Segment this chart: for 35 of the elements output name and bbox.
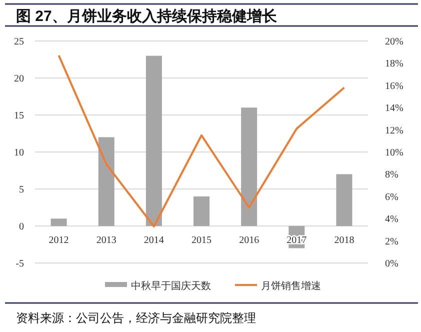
bar xyxy=(146,56,162,226)
chart-title: 图 27、月饼业务收入持续保持稳健增长 xyxy=(16,8,278,25)
line-series xyxy=(58,54,346,228)
x-tick-label: 2018 xyxy=(334,235,354,246)
x-tick-label: 2015 xyxy=(192,235,212,246)
y2-tick-label: 0% xyxy=(385,258,398,270)
y2-tick-label: 10% xyxy=(385,148,404,158)
legend-label: 月饼销售增速 xyxy=(261,280,321,292)
y2-tick-label: 8% xyxy=(385,170,398,181)
y2-tick-label: 14% xyxy=(385,103,404,114)
bar xyxy=(194,196,210,226)
y2-tick-label: 6% xyxy=(385,192,398,203)
bar xyxy=(98,137,114,226)
y-tick-label: 5 xyxy=(19,184,24,196)
x-tick-label: 2016 xyxy=(239,235,260,246)
y-tick-label: 15 xyxy=(14,110,24,122)
legend-label: 中秋早于国庆天数 xyxy=(131,280,211,292)
y2-tick-label: 18% xyxy=(385,58,404,70)
y2-tick-label: 16% xyxy=(385,80,404,92)
y2-tick-label: 12% xyxy=(385,125,404,136)
x-tick-label: 2012 xyxy=(48,235,69,246)
y-tick-label: 0 xyxy=(19,222,24,232)
y-tick-label: 20 xyxy=(14,74,24,84)
bar xyxy=(336,174,352,226)
y-tick-label: -5 xyxy=(16,258,24,270)
y2-tick-label: 4% xyxy=(385,214,398,226)
bar xyxy=(241,108,258,226)
y-tick-label: 10 xyxy=(14,148,24,158)
x-tick-label: 2014 xyxy=(144,235,164,246)
y2-tick-label: 20% xyxy=(385,36,404,48)
bar xyxy=(50,218,67,226)
text: 资料来源：公司公告，经济与金融研究院整理 xyxy=(16,311,256,325)
x-tick-label: 2013 xyxy=(96,235,116,246)
y2-tick-label: 2% xyxy=(385,236,398,248)
y-tick-label: 25 xyxy=(14,36,24,48)
